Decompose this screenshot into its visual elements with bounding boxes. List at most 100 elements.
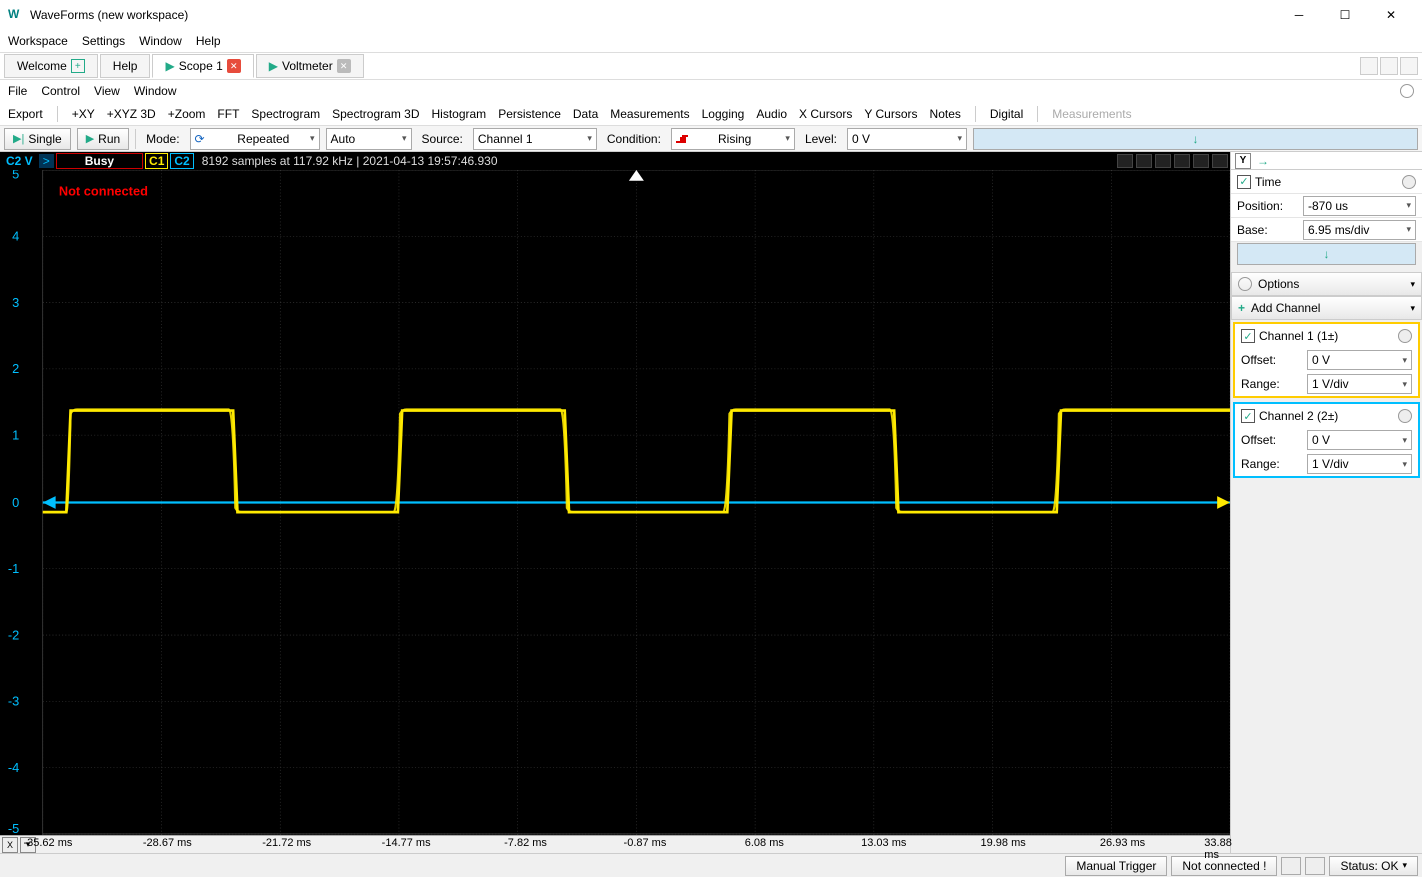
gear-icon[interactable] — [1400, 84, 1414, 98]
menu-workspace[interactable]: Workspace — [8, 34, 68, 48]
ch2-offset-combo[interactable]: 0 V — [1307, 430, 1412, 450]
gear-icon[interactable] — [1398, 329, 1412, 343]
c2-indicator[interactable]: C2 — [170, 153, 193, 169]
gear-icon[interactable] — [1212, 154, 1228, 168]
c1-indicator[interactable]: C1 — [145, 153, 168, 169]
toolbar-export[interactable]: Export — [8, 107, 43, 121]
channel1-box: ✓ Channel 1 (1±) Offset: 0 V Range: 1 V/… — [1233, 322, 1420, 398]
x-ticks: -35.62 ms -28.67 ms -21.72 ms -14.77 ms … — [36, 836, 1230, 853]
toolbar-logging[interactable]: Logging — [702, 107, 745, 121]
separator — [1037, 106, 1038, 122]
toolbar-zoom[interactable]: +Zoom — [168, 107, 206, 121]
tab-help[interactable]: Help — [100, 54, 151, 78]
menu-window[interactable]: Window — [139, 34, 182, 48]
layout-icon-1[interactable] — [1360, 57, 1378, 75]
toolbar-persistence[interactable]: Persistence — [498, 107, 561, 121]
close-icon[interactable]: ✕ — [337, 59, 351, 73]
single-button[interactable]: ▶| Single — [4, 128, 71, 150]
submenu-window[interactable]: Window — [134, 84, 177, 98]
ch1-checkbox[interactable]: ✓ — [1241, 329, 1255, 343]
ch1-offset-combo[interactable]: 0 V — [1307, 350, 1412, 370]
layout-icon-2[interactable] — [1380, 57, 1398, 75]
window-title: WaveForms (new workspace) — [30, 8, 1276, 22]
zoom-out-icon[interactable] — [1136, 154, 1152, 168]
time-checkbox[interactable]: ✓ — [1237, 175, 1251, 189]
search-icon[interactable] — [1193, 154, 1209, 168]
tool-icon[interactable] — [1174, 154, 1190, 168]
close-button[interactable]: ✕ — [1368, 0, 1414, 30]
level-combo[interactable]: 0 V — [847, 128, 967, 150]
separator — [57, 106, 58, 122]
options-header[interactable]: Options ▾ — [1231, 272, 1422, 296]
tab-welcome[interactable]: Welcome + — [4, 54, 98, 78]
x-button[interactable]: X — [2, 837, 18, 853]
toolbar-data[interactable]: Data — [573, 107, 598, 121]
x-tick: -35.62 ms — [23, 837, 72, 849]
gear-icon[interactable] — [1402, 175, 1416, 189]
time-greenbar[interactable]: ↓ — [1237, 243, 1416, 265]
fit-icon[interactable] — [1155, 154, 1171, 168]
control-bar: ▶| Single ▶ Run Mode: ⟳ Repeated Auto So… — [0, 126, 1422, 152]
menu-help[interactable]: Help — [196, 34, 221, 48]
menu-settings[interactable]: Settings — [82, 34, 125, 48]
c2v-label: C2 V — [2, 154, 37, 168]
submenu-control[interactable]: Control — [41, 84, 80, 98]
base-combo[interactable]: 6.95 ms/div — [1303, 220, 1416, 240]
chevron-icon[interactable]: > — [39, 154, 54, 168]
manual-trigger-button[interactable]: Manual Trigger — [1065, 856, 1167, 876]
toolbar-fft[interactable]: FFT — [217, 107, 239, 121]
toolbar-xyz3d[interactable]: +XYZ 3D — [107, 107, 156, 121]
condition-combo[interactable]: Rising — [671, 128, 795, 150]
plus-icon: + — [71, 59, 85, 73]
ch1-range-row: Range: 1 V/div — [1235, 372, 1418, 396]
mode-combo[interactable]: ⟳ Repeated — [190, 128, 320, 150]
toolbar-notes[interactable]: Notes — [930, 107, 961, 121]
y-button[interactable]: Y — [1235, 153, 1251, 169]
svg-text:-2: -2 — [8, 627, 19, 642]
layout-icon-3[interactable] — [1400, 57, 1418, 75]
status-ok[interactable]: Status: OK ▾ — [1329, 856, 1418, 876]
play-icon: ▶ — [165, 59, 174, 73]
toolbar-histogram[interactable]: Histogram — [432, 107, 487, 121]
toolbar-audio[interactable]: Audio — [756, 107, 787, 121]
down-arrow-icon: ↓ — [1192, 132, 1198, 146]
ch2-header: ✓ Channel 2 (2±) — [1235, 404, 1418, 428]
ch2-offset-row: Offset: 0 V — [1235, 428, 1418, 452]
rising-edge-icon — [676, 132, 690, 146]
ch2-range-combo[interactable]: 1 V/div — [1307, 454, 1412, 474]
control-greenbar[interactable]: ↓ — [973, 128, 1418, 150]
toolbar-spectrogram3d[interactable]: Spectrogram 3D — [332, 107, 419, 121]
toolbar-measurements[interactable]: Measurements — [610, 107, 689, 121]
status-icon-2[interactable] — [1305, 857, 1325, 875]
ch2-range-label: Range: — [1241, 457, 1303, 471]
svg-text:0: 0 — [12, 495, 19, 510]
source-combo[interactable]: Channel 1 — [473, 128, 597, 150]
toolbar-digital[interactable]: Digital — [990, 107, 1023, 121]
maximize-button[interactable]: ☐ — [1322, 0, 1368, 30]
add-channel-header[interactable]: + Add Channel ▾ — [1231, 296, 1422, 320]
zoom-in-icon[interactable] — [1117, 154, 1133, 168]
gear-icon[interactable] — [1398, 409, 1412, 423]
x-tick: -28.67 ms — [143, 837, 192, 849]
submenu-file[interactable]: File — [8, 84, 27, 98]
ch1-range-combo[interactable]: 1 V/div — [1307, 374, 1412, 394]
scope-plot[interactable]: 543210-1-2-3-4-5 Not connected — [0, 170, 1230, 835]
x-tick: 26.93 ms — [1100, 837, 1145, 849]
svg-text:1: 1 — [12, 427, 19, 442]
tab-voltmeter[interactable]: ▶ Voltmeter ✕ — [256, 54, 364, 78]
auto-combo[interactable]: Auto — [326, 128, 412, 150]
toolbar-xy[interactable]: +XY — [72, 107, 95, 121]
right-arrow-icon: → — [1257, 154, 1269, 168]
close-icon[interactable]: ✕ — [227, 59, 241, 73]
ch1-label: Channel 1 (1±) — [1259, 329, 1338, 343]
tab-scope[interactable]: ▶ Scope 1 ✕ — [152, 54, 253, 78]
toolbar-ycursors[interactable]: Y Cursors — [864, 107, 917, 121]
toolbar-xcursors[interactable]: X Cursors — [799, 107, 852, 121]
submenu-view[interactable]: View — [94, 84, 120, 98]
position-combo[interactable]: -870 us — [1303, 196, 1416, 216]
minimize-button[interactable]: ─ — [1276, 0, 1322, 30]
run-button[interactable]: ▶ Run — [77, 128, 129, 150]
ch2-checkbox[interactable]: ✓ — [1241, 409, 1255, 423]
status-icon-1[interactable] — [1281, 857, 1301, 875]
toolbar-spectrogram[interactable]: Spectrogram — [251, 107, 320, 121]
